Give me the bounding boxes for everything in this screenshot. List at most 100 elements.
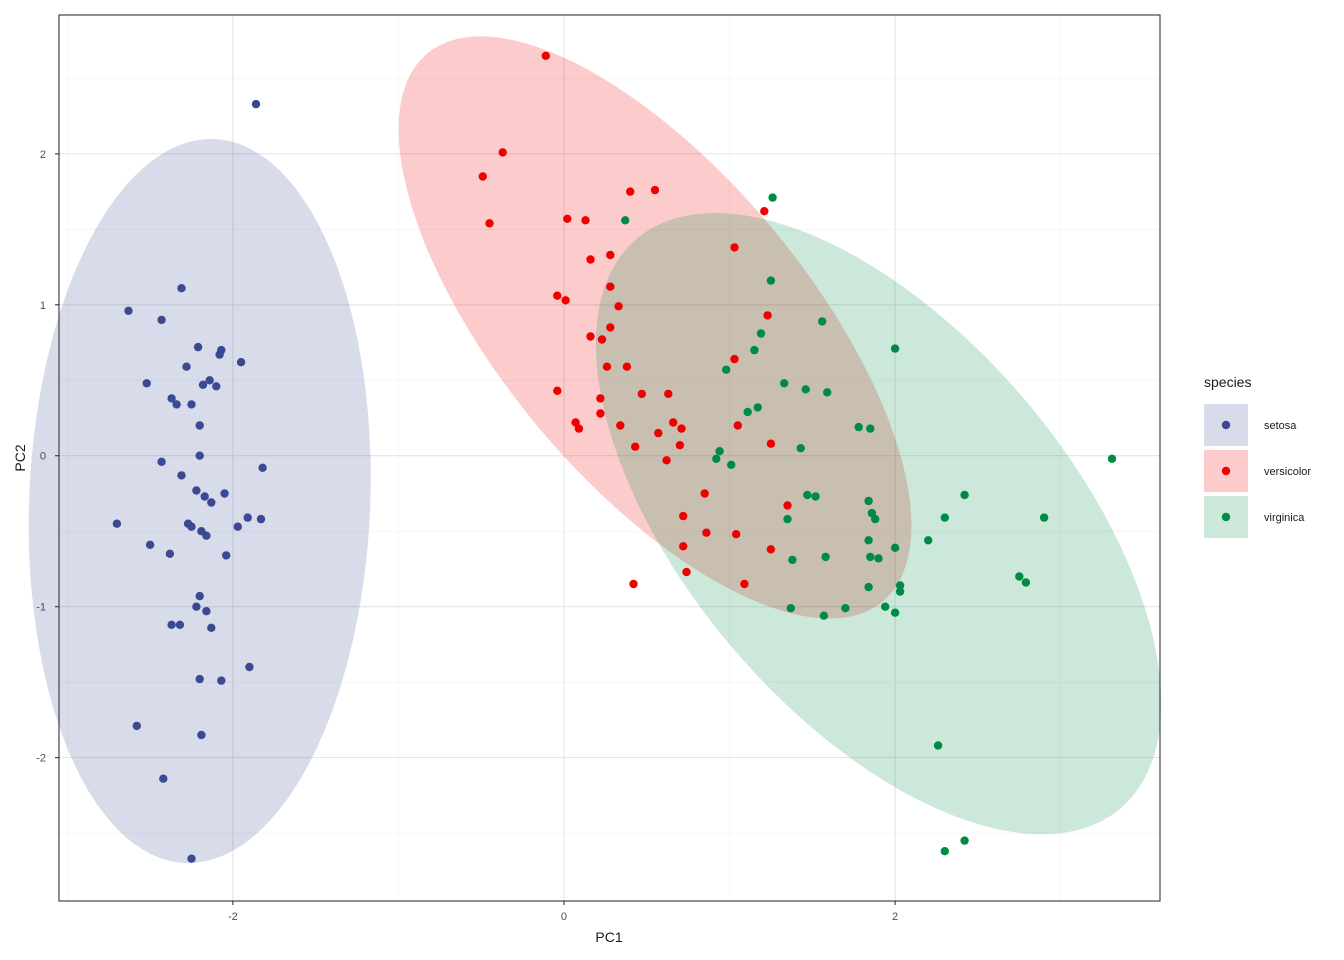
point-virginica (960, 836, 969, 845)
point-virginica (933, 741, 943, 750)
point-setosa (187, 854, 196, 863)
legend-marker-versicolor (1221, 466, 1231, 476)
point-setosa (233, 522, 242, 531)
point-setosa (245, 662, 254, 672)
point-setosa (187, 522, 196, 531)
point-setosa (220, 489, 229, 498)
point-virginica (890, 344, 900, 353)
y-axis-title: PC2 (12, 444, 28, 471)
point-virginica (854, 422, 863, 432)
y-tick-label: -2 (36, 753, 46, 765)
point-versicolor (664, 389, 673, 399)
point-versicolor (631, 442, 640, 451)
y-tick-label: 1 (40, 300, 46, 312)
point-virginica (890, 608, 900, 617)
point-setosa (217, 676, 226, 685)
point-versicolor (783, 501, 792, 510)
legend-marker-virginica (1221, 512, 1231, 522)
point-virginica (722, 365, 731, 374)
point-setosa (165, 549, 175, 558)
y-tick-label: 0 (40, 451, 46, 463)
point-setosa (177, 284, 186, 293)
legend-label-virginica: virginica (1264, 512, 1305, 524)
panel-border (58, 14, 1161, 902)
point-versicolor (732, 530, 741, 539)
point-versicolor (574, 424, 584, 433)
point-versicolor (622, 362, 632, 371)
legend-marker-setosa (1221, 420, 1231, 430)
point-virginica (864, 536, 873, 545)
point-versicolor (662, 456, 671, 465)
point-setosa (182, 362, 191, 371)
point-virginica (712, 454, 721, 463)
point-setosa (172, 400, 181, 409)
point-setosa (192, 602, 201, 611)
point-versicolor (650, 185, 660, 195)
point-versicolor (606, 250, 615, 260)
point-virginica (864, 582, 873, 592)
point-versicolor (637, 389, 646, 399)
point-setosa (112, 519, 122, 528)
point-setosa (157, 457, 166, 466)
point-versicolor (740, 579, 749, 589)
point-virginica (940, 513, 949, 522)
point-versicolor (730, 354, 739, 364)
point-virginica (727, 460, 736, 469)
point-versicolor (563, 214, 572, 223)
point-versicolor (586, 332, 595, 341)
point-virginica (801, 385, 810, 394)
legend-item-setosa: setosa (1204, 404, 1297, 446)
point-versicolor (682, 567, 691, 577)
point-versicolor (485, 219, 494, 228)
point-versicolor (478, 172, 487, 181)
point-setosa (205, 376, 214, 385)
point-virginica (864, 496, 873, 506)
point-virginica (895, 587, 905, 596)
point-versicolor (581, 216, 590, 225)
point-versicolor (679, 542, 688, 551)
legend-item-versicolor: versicolor (1204, 450, 1311, 492)
point-virginica (1039, 513, 1049, 522)
point-setosa (198, 380, 208, 389)
legend: setosa versicolor virginica (1204, 404, 1311, 538)
point-virginica (780, 379, 789, 388)
point-versicolor (733, 421, 742, 430)
point-setosa (177, 471, 186, 480)
point-setosa (251, 99, 261, 109)
point-setosa (243, 513, 252, 522)
point-virginica (821, 552, 830, 562)
point-virginica (753, 403, 762, 412)
point-setosa (132, 721, 141, 731)
point-setosa (207, 498, 216, 507)
point-setosa (157, 315, 166, 325)
point-versicolor (677, 424, 686, 433)
point-versicolor (561, 296, 570, 305)
point-setosa (195, 451, 204, 460)
point-virginica (866, 552, 875, 562)
data-points (112, 51, 1117, 863)
legend-title: species (1204, 374, 1251, 390)
point-versicolor (700, 489, 709, 498)
y-tick-label: 2 (40, 149, 46, 161)
point-setosa (167, 394, 176, 403)
point-versicolor (602, 362, 612, 371)
x-tick-label: 0 (561, 911, 567, 923)
x-axis-title: PC1 (595, 929, 622, 945)
point-virginica (890, 543, 900, 552)
point-virginica (874, 554, 883, 563)
point-versicolor (586, 255, 595, 264)
point-setosa (175, 620, 185, 629)
point-virginica (786, 604, 795, 613)
point-versicolor (766, 439, 776, 448)
x-tick-label: 2 (892, 911, 898, 923)
confidence-ellipses (28, 36, 1162, 863)
point-versicolor (626, 187, 635, 196)
legend-label-setosa: setosa (1264, 420, 1297, 432)
point-versicolor (596, 394, 605, 403)
ellipse-virginica (595, 213, 1162, 835)
point-virginica (940, 847, 949, 856)
point-setosa (222, 551, 231, 560)
point-versicolor (553, 291, 562, 300)
point-versicolor (669, 418, 678, 427)
point-setosa (200, 492, 209, 501)
